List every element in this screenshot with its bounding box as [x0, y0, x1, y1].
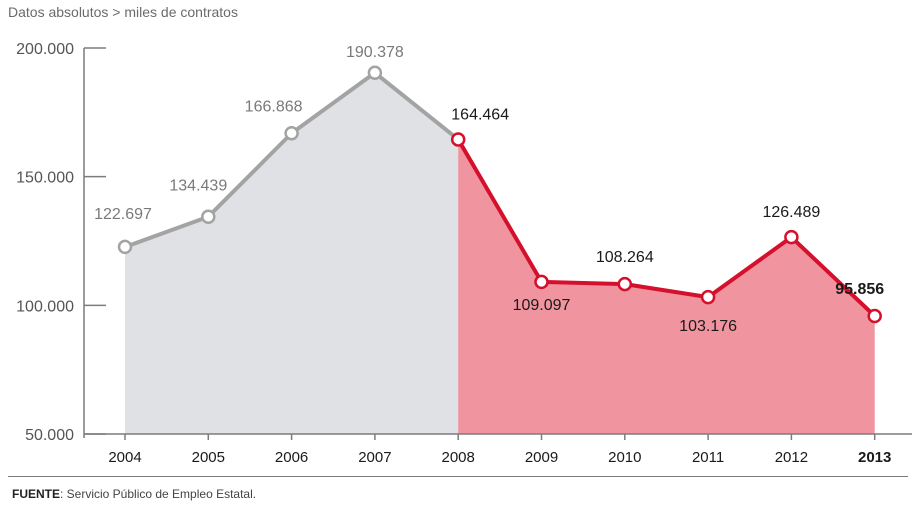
source-label: FUENTE [12, 487, 60, 501]
x-tick-label: 2006 [275, 449, 308, 466]
source-divider [8, 476, 908, 477]
data-label: 122.697 [94, 206, 152, 223]
data-point [784, 229, 799, 245]
x-tick-label: 2009 [525, 449, 558, 466]
data-label: 109.097 [513, 297, 571, 314]
data-point [700, 289, 716, 305]
data-label: 103.176 [679, 318, 737, 335]
data-point [117, 239, 133, 255]
data-label: 190.378 [346, 44, 404, 61]
data-point [367, 65, 383, 81]
data-label: 134.439 [169, 178, 227, 195]
data-point [450, 132, 466, 147]
x-tick-label: 2013 [858, 449, 891, 466]
x-tick-label: 2004 [108, 449, 141, 466]
data-point [867, 308, 882, 324]
x-tick-label: 2008 [442, 449, 475, 466]
series-line-red [456, 138, 877, 318]
source-note: FUENTE: Servicio Público de Empleo Estat… [12, 487, 256, 501]
data-label: 164.464 [451, 106, 509, 123]
line-chart: 50.000 100.000 150.000 200.000 2004 2005 2006 2… [16, 41, 912, 466]
data-label: 95.856 [835, 281, 884, 298]
y-tick-label: 150.000 [16, 170, 74, 187]
area-fill-red [458, 139, 875, 434]
data-label: 108.264 [596, 249, 654, 266]
x-tick-label: 2005 [192, 449, 225, 466]
x-tick-label: 2007 [358, 449, 391, 466]
data-point [617, 276, 633, 292]
data-point [284, 126, 299, 141]
x-tick-label: 2010 [608, 449, 641, 466]
data-label: 126.489 [762, 204, 820, 221]
data-point [534, 274, 549, 290]
data-point [201, 209, 216, 224]
y-tick-label: 50.000 [25, 427, 74, 444]
x-tick-label: 2011 [692, 449, 724, 466]
y-tick-label: 200.000 [16, 41, 74, 58]
area-fill-grey [125, 72, 459, 434]
chart-subtitle: Datos absolutos > miles de contratos [8, 4, 238, 20]
source-text: : Servicio Público de Empleo Estatal. [60, 487, 257, 501]
x-tick-label: 2012 [775, 449, 808, 466]
y-tick-label: 100.000 [16, 298, 74, 315]
data-label: 166.868 [245, 98, 303, 115]
